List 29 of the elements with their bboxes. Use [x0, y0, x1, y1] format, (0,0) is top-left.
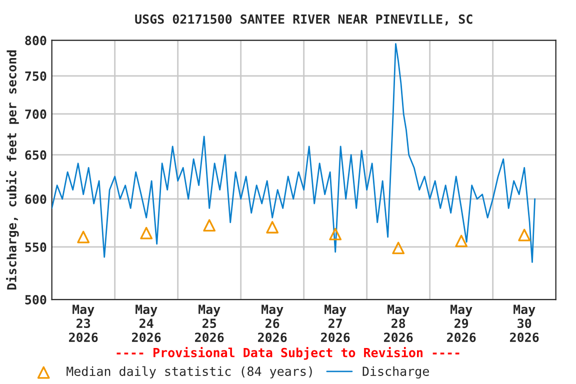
y-tick-label: 650 — [25, 150, 46, 160]
point — [518, 228, 531, 242]
y-tick-label: 600 — [25, 194, 46, 204]
legend-label: Median daily statistic (84 years) — [66, 366, 312, 378]
x-tick-label: May 27 2026 — [320, 304, 350, 342]
x-tick-label: May 24 2026 — [132, 304, 161, 342]
y-tick-label: 800 — [25, 36, 46, 46]
point — [455, 234, 468, 248]
legend-label: Discharge — [362, 366, 429, 379]
y-tick-label: 500 — [25, 294, 46, 304]
line-series — [52, 43, 536, 263]
x-tick-label: May 28 2026 — [384, 304, 413, 342]
y-tick-label: 750 — [25, 71, 46, 81]
point — [203, 219, 216, 232]
point — [140, 226, 153, 240]
point — [392, 242, 405, 254]
y-tick-label: 700 — [25, 109, 46, 119]
x-tick-label: May 26 2026 — [258, 304, 287, 342]
point — [266, 221, 279, 234]
text: ---- Provisional Data Subject to Revision ---- — [116, 346, 460, 360]
x-tick-label: May 29 2026 — [446, 304, 476, 342]
point — [77, 230, 90, 244]
x-tick-label: May 25 2026 — [194, 304, 224, 342]
chart-title: USGS 02171500 SANTEE RIVER NEAR PINEVILLE, SC — [135, 14, 472, 26]
y-tick-label: 550 — [25, 242, 46, 252]
point — [329, 228, 342, 240]
x-tick-label: May 30 2026 — [510, 304, 539, 342]
x-tick-label: May 23 2026 — [68, 304, 98, 342]
y-axis-title: Discharge, cubic feet per second — [6, 50, 19, 290]
